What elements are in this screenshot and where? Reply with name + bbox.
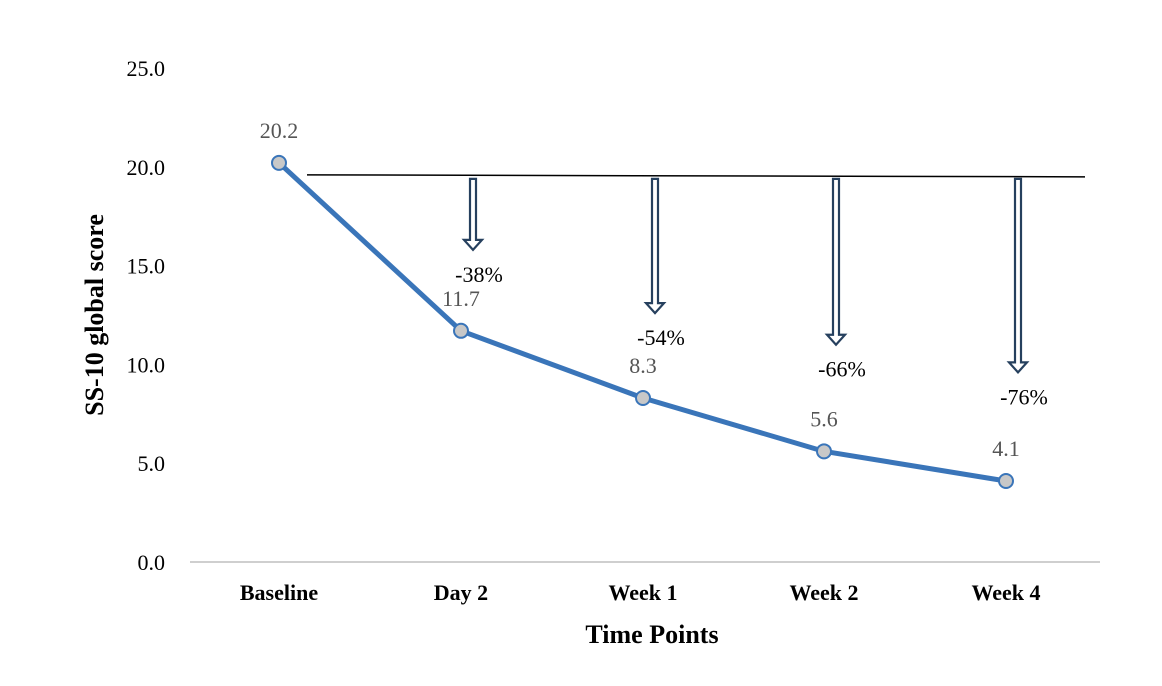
reduction-arrow — [824, 177, 848, 347]
x-category-label: Week 2 — [789, 580, 858, 605]
percent-label: -54% — [637, 325, 685, 350]
data-points — [271, 154, 1014, 489]
percent-labels: -38% -54% -66% -76% — [455, 262, 1048, 410]
data-label: 8.3 — [629, 353, 657, 378]
data-point — [816, 443, 832, 460]
reference-line — [306, 174, 1086, 178]
reduction-arrow — [643, 177, 667, 315]
data-point — [635, 389, 651, 406]
y-tick-label: 20.0 — [127, 155, 166, 180]
x-category-label: Week 4 — [971, 580, 1040, 605]
x-category-label: Day 2 — [434, 580, 488, 605]
x-axis-categories: Baseline Day 2 Week 1 Week 2 Week 4 — [240, 580, 1041, 605]
data-label: 5.6 — [810, 406, 838, 431]
y-axis-ticks: 0.0 5.0 10.0 15.0 20.0 25.0 — [127, 56, 166, 575]
x-axis-title: Time Points — [585, 620, 718, 649]
reduction-arrows — [461, 177, 1030, 375]
data-label: 11.7 — [442, 286, 480, 311]
percent-label: -76% — [1000, 384, 1048, 409]
y-tick-label: 10.0 — [127, 352, 166, 377]
data-point — [998, 472, 1014, 489]
x-category-label: Week 1 — [608, 580, 677, 605]
y-axis-title: SS-10 global score — [80, 214, 109, 416]
data-point — [271, 154, 287, 171]
reduction-arrow — [1006, 177, 1030, 375]
data-labels: 20.2 11.7 8.3 5.6 4.1 — [260, 118, 1020, 461]
y-tick-label: 25.0 — [127, 56, 166, 81]
y-tick-label: 15.0 — [127, 254, 166, 279]
percent-label: -66% — [818, 357, 866, 382]
data-label: 20.2 — [260, 118, 299, 143]
x-category-label: Baseline — [240, 580, 318, 605]
percent-label: -38% — [455, 262, 503, 287]
reduction-arrow — [461, 177, 485, 252]
y-tick-label: 0.0 — [138, 550, 166, 575]
series-line — [276, 160, 1009, 484]
data-point — [453, 322, 469, 339]
y-tick-label: 5.0 — [138, 451, 166, 476]
data-label: 4.1 — [992, 436, 1020, 461]
